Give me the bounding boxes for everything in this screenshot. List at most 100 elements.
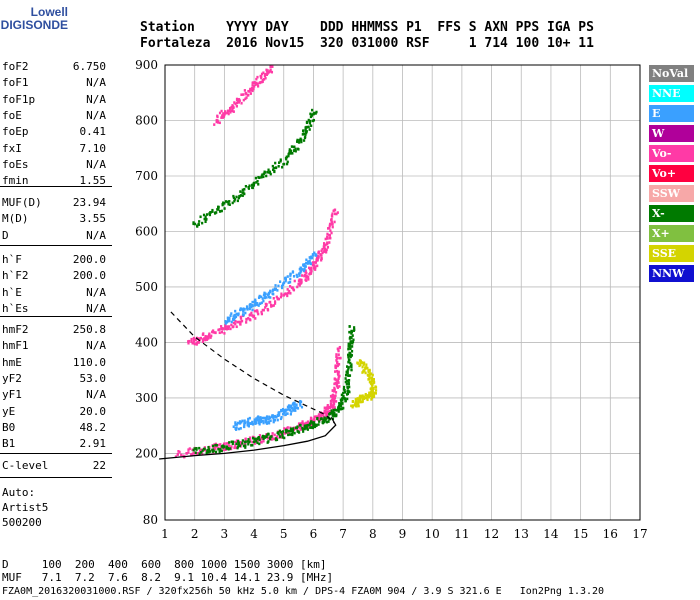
echo-mark	[260, 312, 264, 316]
echo-mark	[308, 256, 311, 259]
echo-mark	[280, 416, 283, 419]
echo-mark	[239, 190, 242, 193]
echo-mark	[296, 428, 299, 432]
echo-mark	[324, 243, 327, 247]
echo-mark	[277, 284, 280, 288]
echo-mark	[369, 394, 372, 398]
echo-mark	[260, 76, 263, 80]
echo-mark	[313, 418, 316, 422]
echo-mark	[234, 443, 237, 447]
echo-mark	[333, 388, 336, 391]
echo-mark	[337, 372, 340, 376]
echo-mark	[369, 381, 373, 385]
echo-mark	[211, 330, 214, 334]
echo-mark	[350, 363, 353, 366]
echo-mark	[344, 380, 347, 384]
echo-mark	[232, 321, 236, 325]
echo-mark	[261, 173, 264, 177]
echo-mark	[251, 440, 254, 444]
param-name: hmF2	[2, 323, 29, 336]
echo-mark	[257, 175, 260, 179]
echo-mark	[370, 391, 373, 395]
x-tick-label: 9	[399, 527, 407, 541]
echo-mark	[262, 439, 265, 443]
echo-mark	[332, 209, 335, 213]
echo-mark	[298, 425, 301, 429]
y-tick-label: 600	[135, 224, 158, 238]
echo-mark	[342, 385, 346, 389]
echo-mark	[243, 423, 246, 427]
panel-divider	[0, 245, 112, 246]
echo-mark	[260, 301, 263, 305]
echo-mark	[305, 421, 308, 425]
echo-mark	[271, 436, 274, 440]
echo-mark	[228, 106, 232, 110]
echo-mark	[326, 242, 329, 246]
echo-mark	[233, 316, 236, 320]
echo-mark	[248, 416, 251, 420]
echo-mark	[247, 317, 250, 320]
param-row: h`F2 200.0	[2, 269, 106, 283]
echo-mark	[199, 215, 202, 219]
echo-mark	[239, 440, 242, 444]
echo-mark	[231, 106, 234, 110]
param-name: h`Es	[2, 301, 29, 315]
echo-mark	[296, 138, 299, 142]
echo-mark	[338, 356, 341, 360]
echo-mark	[237, 312, 240, 316]
param-row: foF2 6.750	[2, 60, 106, 74]
echo-mark	[280, 408, 283, 412]
echo-mark	[299, 266, 302, 270]
echo-mark	[333, 377, 336, 381]
echo-mark	[295, 273, 298, 277]
echo-mark	[302, 423, 305, 426]
echo-mark	[313, 425, 317, 429]
echo-mark	[275, 295, 278, 299]
echo-mark	[308, 128, 311, 131]
echo-mark	[255, 181, 258, 184]
echo-mark	[199, 337, 203, 340]
echo-mark	[258, 294, 261, 298]
echo-mark	[268, 416, 272, 419]
echo-mark	[232, 194, 235, 198]
echo-mark	[346, 365, 349, 368]
echo-mark	[307, 422, 310, 425]
echo-mark	[294, 149, 297, 153]
echo-mark	[305, 274, 308, 278]
echo-mark	[227, 202, 230, 206]
echo-mark	[260, 295, 263, 299]
echo-mark	[277, 164, 280, 168]
echo-mark	[269, 300, 272, 304]
echo-mark	[338, 346, 341, 350]
echo-mark	[285, 292, 288, 296]
echo-mark	[323, 406, 326, 410]
echo-mark	[328, 412, 332, 416]
echo-mark	[257, 421, 261, 425]
echo-mark	[346, 385, 349, 389]
echo-mark	[361, 400, 364, 403]
echo-mark	[282, 281, 286, 284]
echo-mark	[273, 170, 276, 174]
echo-mark	[201, 221, 204, 225]
echo-mark	[308, 423, 311, 427]
echo-mark	[241, 188, 244, 192]
echo-mark	[355, 404, 358, 408]
echo-mark	[235, 442, 238, 446]
echo-mark	[247, 424, 250, 428]
echo-mark	[365, 396, 368, 400]
echo-mark	[365, 363, 368, 367]
echo-mark	[303, 273, 307, 277]
echo-mark	[351, 345, 354, 348]
echo-mark	[254, 176, 258, 180]
echo-mark	[323, 416, 326, 420]
echo-mark	[271, 65, 274, 68]
echo-mark	[333, 406, 336, 409]
echo-mark	[220, 449, 223, 453]
echo-mark	[230, 109, 234, 113]
echo-mark	[301, 133, 304, 136]
echo-mark	[214, 331, 217, 335]
echo-mark	[338, 407, 341, 411]
echo-mark	[222, 112, 225, 115]
echo-mark	[357, 398, 360, 401]
param-value: 1.55	[79, 174, 107, 188]
